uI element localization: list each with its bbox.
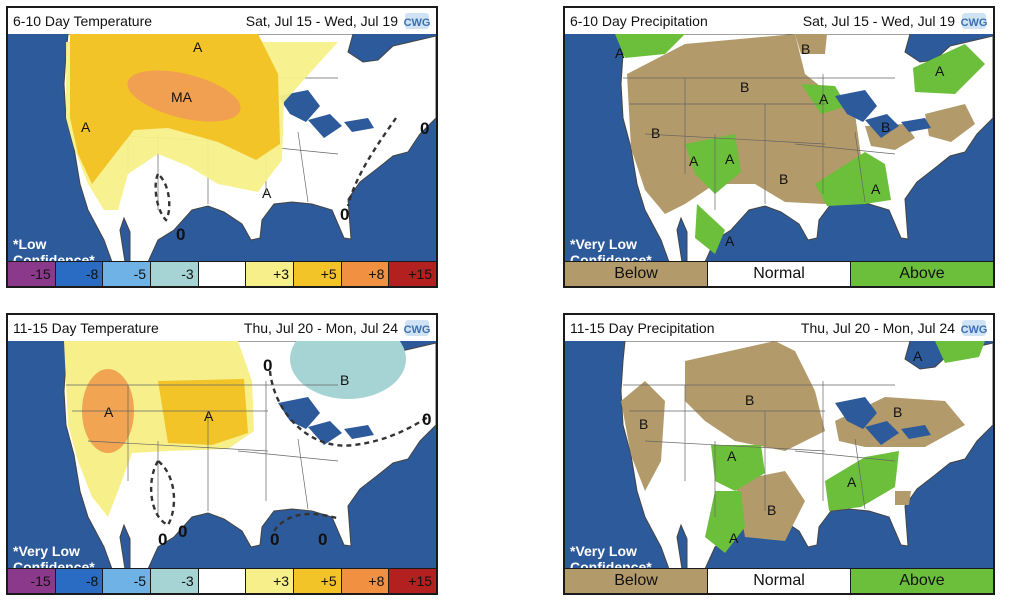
temperature-map: A A B 0 0 0 0 0 0 bbox=[8, 341, 436, 569]
zone-label: 0 bbox=[178, 522, 187, 541]
zone-label: MA bbox=[171, 89, 193, 105]
cwg-logo-icon: CWG bbox=[404, 320, 430, 336]
legend-cell: -15 bbox=[8, 569, 56, 593]
zone-label: B bbox=[340, 372, 349, 388]
zone-label: B bbox=[740, 79, 749, 95]
precipitation-legend: Below Normal Above bbox=[565, 568, 993, 593]
zone-label: A bbox=[871, 181, 881, 197]
legend-cell: Above bbox=[851, 569, 993, 593]
temperature-legend: -15 -8 -5 -3 +3 +5 +8 +15 bbox=[8, 261, 437, 286]
zone-label: A bbox=[727, 448, 737, 464]
confidence-line: *Very Low bbox=[570, 543, 637, 559]
zone-label: A bbox=[615, 45, 625, 61]
zone-label: A bbox=[729, 530, 739, 546]
zone-label: A bbox=[725, 151, 735, 167]
legend-cell bbox=[198, 569, 247, 593]
precip-6-10-panel: 6-10 Day Precipitation Sat, Jul 15 - Wed… bbox=[563, 6, 995, 288]
zone-label: 0 bbox=[270, 530, 279, 549]
legend-cell: +3 bbox=[246, 569, 295, 593]
zone-label: A bbox=[819, 91, 829, 107]
zone-label: A bbox=[689, 153, 699, 169]
zone-label: 0 bbox=[420, 119, 429, 138]
zone-label: A bbox=[104, 404, 114, 420]
temperature-legend: -15 -8 -5 -3 +3 +5 +8 +15 bbox=[8, 568, 437, 593]
legend-cell: +15 bbox=[389, 569, 437, 593]
zone-label: 0 bbox=[176, 225, 185, 244]
legend-cell: Below bbox=[565, 569, 708, 593]
legend-cell: +8 bbox=[341, 262, 390, 286]
cwg-logo-icon: CWG bbox=[961, 320, 987, 336]
legend-cell: Above bbox=[851, 262, 993, 286]
svg-text:CWG: CWG bbox=[404, 17, 430, 29]
panel-dates: Thu, Jul 20 - Mon, Jul 24 bbox=[800, 320, 955, 336]
precipitation-legend: Below Normal Above bbox=[565, 261, 993, 286]
zone-label: B bbox=[639, 416, 648, 432]
legend-cell: Normal bbox=[708, 569, 851, 593]
zone-label: B bbox=[779, 171, 788, 187]
zone-label: A bbox=[204, 408, 214, 424]
temperature-map: A MA A A 0 0 0 bbox=[8, 34, 436, 262]
panel-title: 6-10 Day Precipitation bbox=[570, 13, 708, 29]
zone-label: A bbox=[913, 348, 923, 364]
legend-cell: -5 bbox=[103, 262, 152, 286]
temp-6-10-panel: 6-10 Day Temperature Sat, Jul 15 - Wed, … bbox=[6, 6, 438, 288]
legend-cell: -15 bbox=[8, 262, 56, 286]
panel-dates: Thu, Jul 20 - Mon, Jul 24 bbox=[243, 320, 398, 336]
panel-header: 6-10 Day Temperature Sat, Jul 15 - Wed, … bbox=[8, 8, 436, 34]
legend-cell: -8 bbox=[55, 569, 104, 593]
zone-label: A bbox=[193, 39, 203, 55]
zone-label: A bbox=[725, 233, 735, 249]
panel-header: 11-15 Day Precipitation Thu, Jul 20 - Mo… bbox=[565, 315, 993, 341]
panel-header: 11-15 Day Temperature Thu, Jul 20 - Mon,… bbox=[8, 315, 436, 341]
zone-label: 0 bbox=[340, 205, 349, 224]
zone-label: B bbox=[881, 119, 890, 135]
legend-cell: Normal bbox=[708, 262, 851, 286]
temp-11-15-panel: 11-15 Day Temperature Thu, Jul 20 - Mon,… bbox=[6, 313, 438, 595]
svg-text:CWG: CWG bbox=[404, 324, 430, 336]
panel-title: 11-15 Day Precipitation bbox=[570, 320, 715, 336]
confidence-line: *Very Low bbox=[13, 543, 80, 559]
precipitation-map: A B B B A B A A bbox=[565, 341, 993, 569]
confidence-line: *Low bbox=[13, 236, 47, 252]
precipitation-map: A B B A A B B A A B A A bbox=[565, 34, 993, 262]
zone-label: B bbox=[767, 502, 776, 518]
legend-cell: +5 bbox=[294, 569, 342, 593]
zone-label: B bbox=[745, 392, 754, 408]
panel-title: 6-10 Day Temperature bbox=[13, 13, 153, 29]
zone-label: A bbox=[262, 185, 272, 201]
panel-dates: Sat, Jul 15 - Wed, Jul 19 bbox=[802, 13, 955, 29]
zone-label: 0 bbox=[158, 530, 167, 549]
legend-cell: +3 bbox=[246, 262, 295, 286]
zone-label: A bbox=[935, 63, 945, 79]
zone-label: B bbox=[893, 404, 902, 420]
zone-label: 0 bbox=[263, 356, 272, 375]
svg-text:CWG: CWG bbox=[961, 324, 987, 336]
panel-dates: Sat, Jul 15 - Wed, Jul 19 bbox=[245, 13, 398, 29]
panel-header: 6-10 Day Precipitation Sat, Jul 15 - Wed… bbox=[565, 8, 993, 34]
legend-cell bbox=[198, 262, 247, 286]
legend-cell: -8 bbox=[55, 262, 104, 286]
cwg-logo-icon: CWG bbox=[404, 13, 430, 29]
legend-cell: +8 bbox=[341, 569, 390, 593]
legend-cell: -5 bbox=[103, 569, 152, 593]
cwg-logo-icon: CWG bbox=[961, 13, 987, 29]
legend-cell: Below bbox=[565, 262, 708, 286]
panel-title: 11-15 Day Temperature bbox=[13, 320, 159, 336]
confidence-line: *Very Low bbox=[570, 236, 637, 252]
svg-text:CWG: CWG bbox=[961, 17, 987, 29]
legend-cell: -3 bbox=[151, 569, 199, 593]
zone-label: 0 bbox=[422, 410, 431, 429]
precip-11-15-panel: 11-15 Day Precipitation Thu, Jul 20 - Mo… bbox=[563, 313, 995, 595]
zone-label: B bbox=[651, 125, 660, 141]
zone-label: A bbox=[81, 119, 91, 135]
legend-cell: +15 bbox=[389, 262, 437, 286]
zone-label: A bbox=[847, 474, 857, 490]
zone-label: 0 bbox=[318, 530, 327, 549]
legend-cell: -3 bbox=[151, 262, 199, 286]
zone-label: B bbox=[801, 41, 810, 57]
legend-cell: +5 bbox=[294, 262, 342, 286]
